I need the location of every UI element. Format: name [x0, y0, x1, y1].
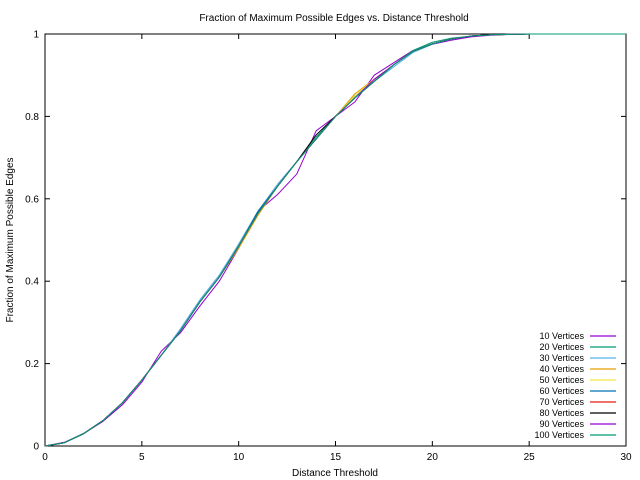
legend-label: 70 Vertices	[539, 397, 584, 407]
y-axis-label: Fraction of Maximum Possible Edges	[5, 157, 16, 322]
axis-ticks: 0 5 10 15 20 25 30 0 0.2 0.4 0.6 0.8 1	[25, 30, 632, 464]
x-tick-label: 0	[42, 452, 48, 463]
x-tick-label: 20	[427, 452, 439, 463]
legend-label: 10 Vertices	[539, 331, 584, 341]
y-tick-label: 0.2	[25, 359, 39, 370]
legend-label: 30 Vertices	[539, 353, 584, 363]
x-tick-label: 25	[524, 452, 536, 463]
series-line-100-vertices	[44, 33, 626, 447]
x-tick-label: 5	[139, 452, 145, 463]
x-tick-label: 15	[330, 452, 342, 463]
x-tick-label: 10	[233, 452, 245, 463]
x-tick-label: 30	[620, 452, 632, 463]
x-axis-label: Distance Threshold	[292, 468, 378, 479]
y-tick-label: 1	[33, 30, 39, 41]
legend-label: 60 Vertices	[539, 386, 584, 396]
legend-label: 50 Vertices	[539, 375, 584, 385]
legend-label: 100 Vertices	[534, 430, 584, 440]
legend-label: 80 Vertices	[539, 408, 584, 418]
series-layer	[44, 33, 626, 447]
y-tick-label: 0.4	[25, 277, 39, 288]
legend-label: 40 Vertices	[539, 364, 584, 374]
chart-title: Fraction of Maximum Possible Edges vs. D…	[199, 13, 468, 24]
y-tick-label: 0.6	[25, 194, 39, 205]
y-tick-label: 0.8	[25, 112, 39, 123]
legend-label: 90 Vertices	[539, 419, 584, 429]
y-tick-label: 0	[33, 442, 39, 453]
legend-label: 20 Vertices	[539, 342, 584, 352]
